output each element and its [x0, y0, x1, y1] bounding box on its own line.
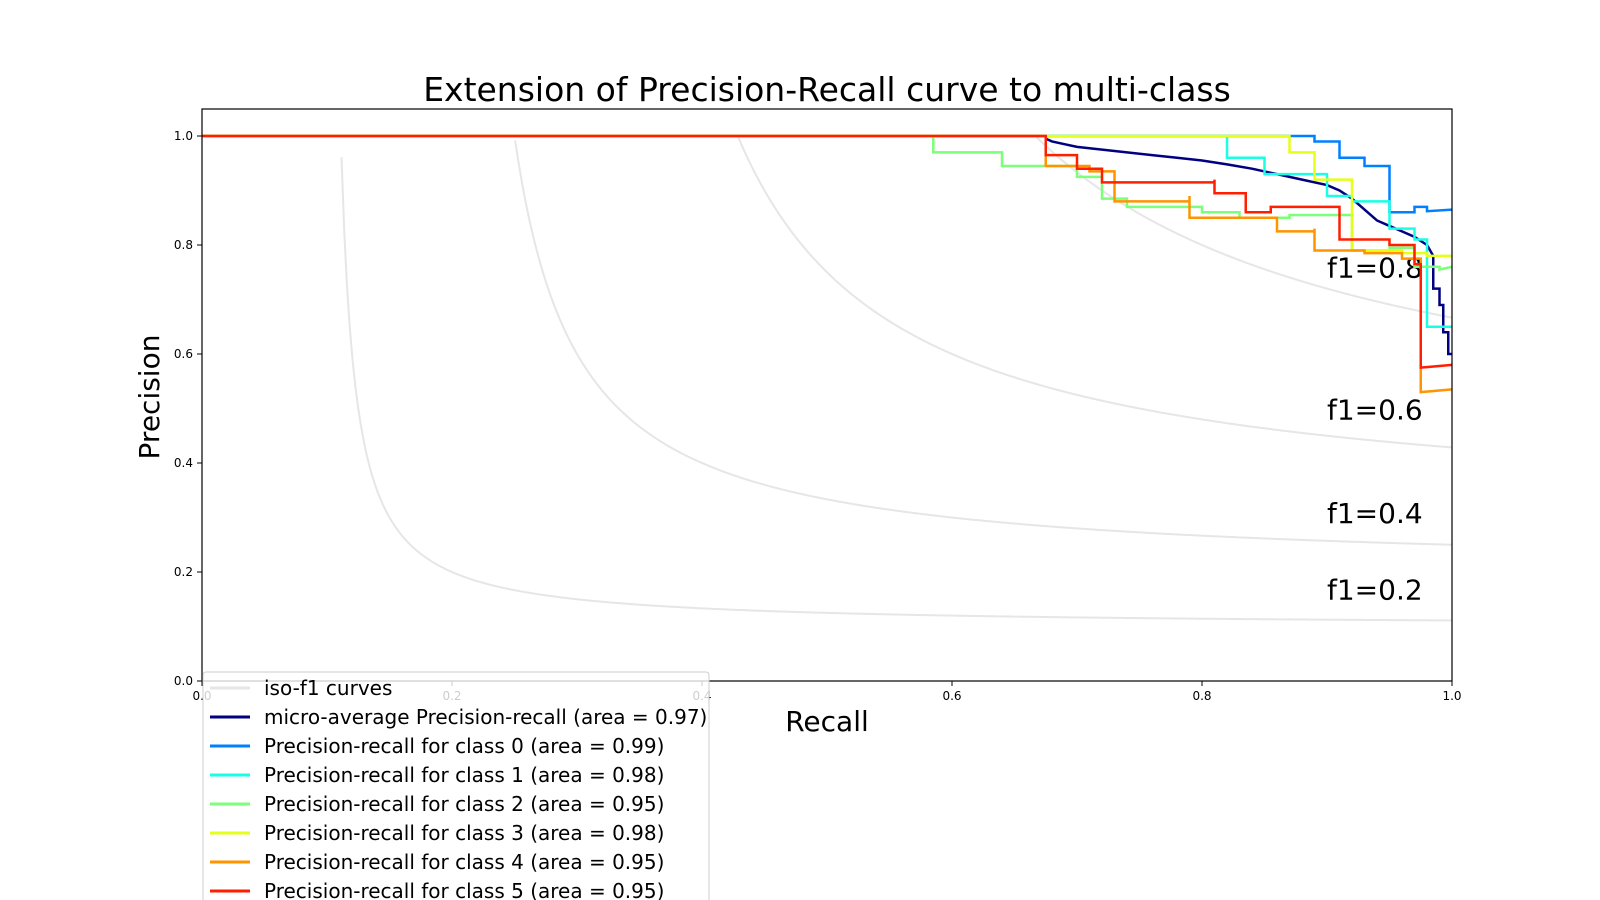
iso-f1-curve-3	[1035, 135, 1453, 319]
legend-label-0: iso-f1 curves	[264, 676, 392, 700]
y-tick-label-0: 0.0	[174, 674, 193, 688]
series-line-0	[202, 134, 1452, 356]
x-tick-label-4: 0.8	[1192, 689, 1211, 703]
plot-frame	[201, 108, 1453, 682]
legend-box	[202, 671, 710, 900]
legend-label-3: Precision-recall for class 1 (area = 0.9…	[264, 763, 664, 787]
iso-f1-label-1: f1=0.4	[1327, 497, 1423, 530]
y-tick-label-1: 0.2	[174, 565, 193, 579]
legend-label-7: Precision-recall for class 5 (area = 0.9…	[264, 879, 664, 900]
iso-f1-label-0: f1=0.2	[1327, 573, 1423, 606]
iso-f1-label-3: f1=0.8	[1327, 252, 1423, 285]
x-tick-label-3: 0.6	[942, 689, 961, 703]
y-tick-label-5: 1.0	[174, 129, 193, 143]
series-line-6	[202, 134, 1453, 369]
legend-label-2: Precision-recall for class 0 (area = 0.9…	[264, 734, 664, 758]
iso-f1-curve-1	[514, 140, 1453, 546]
legend-label-5: Precision-recall for class 3 (area = 0.9…	[264, 821, 664, 845]
legend: iso-f1 curves micro-average Precision-rec…	[202, 671, 710, 900]
legend-label-6: Precision-recall for class 4 (area = 0.9…	[264, 850, 664, 874]
tick-layer: 0.00.20.40.60.81.00.00.20.40.60.81.0	[174, 129, 1462, 703]
series-layer	[202, 134, 1453, 394]
legend-label-1: micro-average Precision-recall (area = 0…	[264, 705, 707, 729]
series-line-4	[202, 134, 1452, 258]
iso-f1-curve-2	[737, 137, 1453, 449]
series-line-2	[202, 134, 1452, 328]
series-line-1	[202, 134, 1453, 214]
x-tick-label-5: 1.0	[1442, 689, 1461, 703]
chart-title: Extension of Precision-Recall curve to m…	[423, 70, 1231, 109]
legend-label-4: Precision-recall for class 2 (area = 0.9…	[264, 792, 664, 816]
y-tick-label-4: 0.8	[174, 238, 193, 252]
y-tick-label-3: 0.6	[174, 347, 193, 361]
series-line-3	[202, 134, 1453, 272]
iso-f1-curve-0	[340, 157, 1453, 622]
y-tick-label-2: 0.4	[174, 456, 193, 470]
iso-f1-layer: f1=0.2 f1=0.4 f1=0.6 f1=0.8	[340, 135, 1453, 622]
x-axis-label: Recall	[785, 705, 869, 738]
iso-f1-label-2: f1=0.6	[1327, 393, 1423, 426]
y-axis-label: Precision	[133, 335, 166, 460]
